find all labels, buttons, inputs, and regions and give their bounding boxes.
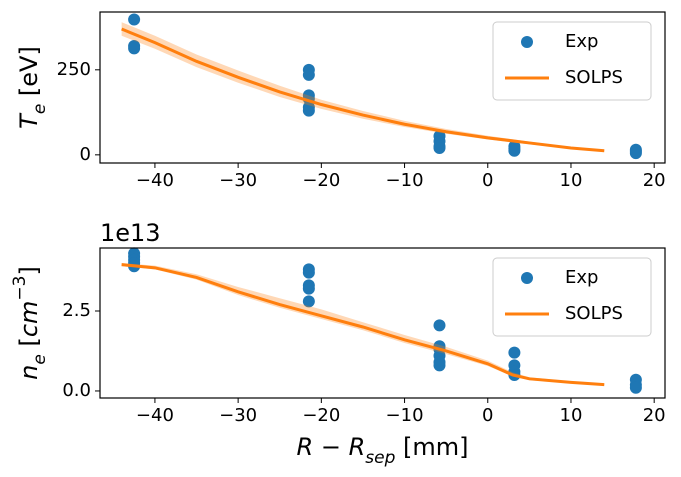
point [302,282,315,295]
point [433,319,446,332]
legend-marker [521,36,533,48]
y-tick-label: 0.0 [62,380,91,401]
x-tick-label: 0 [482,170,493,191]
label-part: e [30,104,50,114]
label-part: e [30,354,50,364]
line [121,27,605,153]
x-tick-label: 10 [560,405,583,426]
point [302,295,315,308]
point [302,104,315,117]
label-part: R [349,433,366,461]
point [629,381,642,394]
x-tick-label: 10 [560,170,583,191]
line [121,263,605,387]
label-part: cm [15,301,43,338]
label-part: R [297,433,314,461]
label-part: [ [15,337,43,354]
label-part: ] [15,266,43,275]
x-tick-label: −30 [219,170,257,191]
x-tick-label: 20 [643,405,666,426]
legend-marker [521,272,533,284]
x-tick-label: −30 [219,405,257,426]
point [508,346,521,359]
point [302,68,315,81]
x-tick-label: −20 [302,170,340,191]
label-part: sep [365,448,395,468]
point [433,359,446,372]
x-axis-label: R − Rsep [mm] [297,433,469,468]
point [128,42,141,55]
y-axis-label: Te [eV] [15,46,50,129]
point [128,13,141,26]
axes-frame [99,11,666,164]
point [508,144,521,157]
point [302,266,315,279]
x-tick-label: 20 [643,170,666,191]
label-part: T [15,112,43,129]
legend-label: SOLPS [565,303,623,324]
x-tick-label: −10 [386,170,424,191]
x-tick-label: −10 [386,405,424,426]
y-axis-label: ne [cm−3] [10,266,50,380]
axes-frame [99,247,666,399]
x-tick-label: −20 [302,405,340,426]
legend-label: Exp [565,31,598,52]
label-part: −3 [10,276,30,301]
x-tick-label: −40 [136,170,174,191]
label-part: n [15,365,43,380]
label-part: − [313,433,348,461]
label-part: [mm] [395,433,468,461]
point [433,142,446,155]
x-tick-label: 0 [482,405,493,426]
y-tick-label: 2.5 [62,300,91,321]
point [629,147,642,160]
legend-label: Exp [565,267,598,288]
label-part: [eV] [15,46,43,104]
y-tick-label: 250 [57,59,91,80]
legend-label: SOLPS [565,67,623,88]
x-tick-label: −40 [136,405,174,426]
y-tick-label: 0 [80,144,91,165]
offset-label: 1e13 [100,219,161,247]
